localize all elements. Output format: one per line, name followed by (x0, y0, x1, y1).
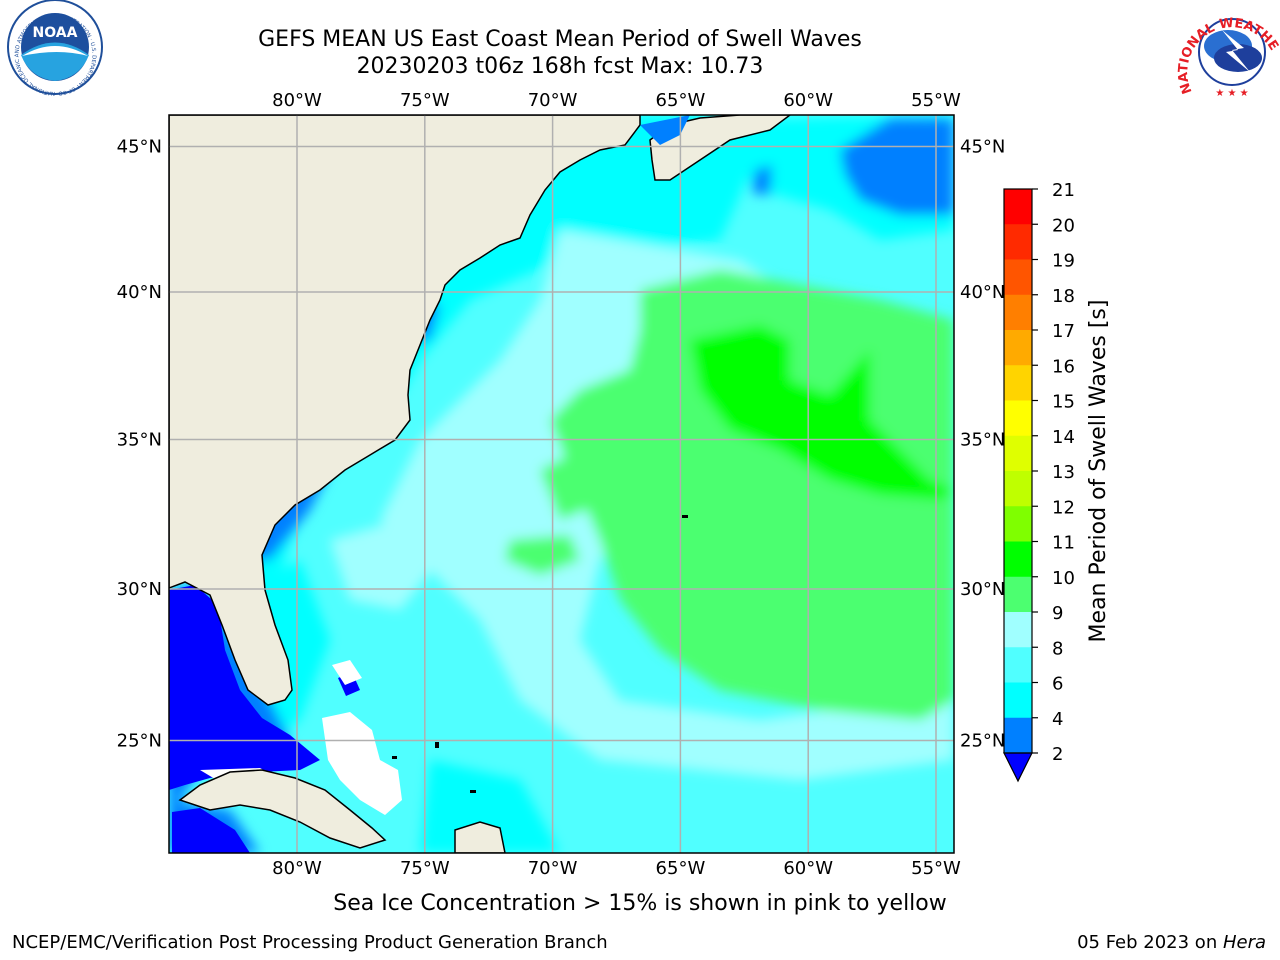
colorbar-tick-label: 18 (1052, 286, 1075, 307)
lon-label-top: 60°W (783, 90, 833, 111)
map-frame (168, 114, 955, 854)
colorbar-swatch (1004, 259, 1032, 296)
lon-label-top: 75°W (400, 90, 450, 111)
noaa-logo-text: NOAA (33, 25, 78, 41)
title-line2: 20230203 t06z 168h fcst Max: 10.73 (356, 54, 764, 79)
lat-label-left: 25°N (117, 731, 162, 752)
colorbar-swatch (1004, 294, 1032, 331)
colorbar-tick-label: 14 (1052, 427, 1075, 448)
lat-label-left: 40°N (117, 282, 162, 303)
colorbar-tick-label: 12 (1052, 497, 1075, 518)
nws-ring-text: NATIONAL WEATHER SERVICE (0, 0, 1280, 96)
lon-label-bottom: 75°W (400, 858, 450, 879)
gridlines (169, 115, 954, 853)
lat-label-left: 35°N (117, 430, 162, 451)
colorbar-swatch (1004, 576, 1032, 613)
credit-text: NCEP/EMC/Verification Post Processing Pr… (12, 932, 608, 953)
colorbar-tick-label: 15 (1052, 392, 1075, 413)
colorbar-tick-label: 9 (1052, 603, 1063, 624)
lon-label-bottom: 65°W (656, 858, 706, 879)
sea-ice-note: Sea Ice Concentration > 15% is shown in … (333, 891, 947, 916)
colorbar-swatch (1004, 224, 1032, 260)
bahamas-banks (322, 712, 402, 815)
colorbar-swatch (1004, 400, 1032, 437)
lat-label-left: 45°N (117, 137, 162, 158)
date-text: 05 Feb 2023 on (1077, 932, 1223, 953)
lon-label-bottom: 80°W (272, 858, 322, 879)
colorbar-swatch (1004, 471, 1032, 507)
noaa-logo: NOAA NATIONAL OCEANIC AND ATMOSPHERIC AD… (0, 0, 103, 96)
land-hispaniola (454, 821, 506, 853)
colorbar-swatch (1004, 541, 1032, 578)
colorbar-swatch (1004, 189, 1032, 225)
svg-text:★ ★ ★: ★ ★ ★ (1215, 88, 1248, 99)
colorbar-swatch (1004, 612, 1032, 648)
colorbar-swatch (1004, 330, 1032, 366)
colorbar-swatch (1004, 647, 1032, 683)
colorbar-tick-label: 6 (1052, 674, 1063, 695)
colorbar-swatch (1004, 506, 1032, 542)
title-line1: GEFS MEAN US East Coast Mean Period of S… (258, 27, 862, 52)
lat-label-right: 25°N (960, 731, 1005, 752)
colorbar-swatch (1004, 682, 1032, 719)
lon-label-top: 70°W (528, 90, 578, 111)
colorbar-tick-label: 19 (1052, 251, 1075, 272)
colorbar-swatch (1004, 435, 1032, 472)
colorbar-tick-label: 2 (1052, 744, 1063, 765)
lon-label-top: 65°W (656, 90, 706, 111)
colorbar: 21 20 19 18 17 16 15 14 13 12 11 10 9 8 6 4 2 (1003, 180, 1075, 783)
colorbar-tick-label: 8 (1052, 638, 1063, 659)
lat-label-right: 45°N (960, 137, 1005, 158)
map-area (169, 115, 954, 853)
land-cuba (178, 769, 387, 849)
lon-label-bottom: 55°W (911, 858, 961, 879)
lat-label-right: 40°N (960, 282, 1005, 303)
machine-name: Hera (1222, 932, 1266, 953)
colorbar-tick-label: 16 (1052, 356, 1075, 377)
lon-label-top: 80°W (272, 90, 322, 111)
svg-text:NATIONAL WEATHER SERVICE: NATIONAL WEATHER SERVICE (0, 0, 1280, 96)
lon-label-top: 55°W (911, 90, 961, 111)
colorbar-tick-label: 4 (1052, 709, 1063, 730)
colorbar-label: Mean Period of Swell Waves [s] (1086, 300, 1111, 643)
colorbar-swatch (1004, 365, 1032, 401)
colorbar-under-arrow (1003, 752, 1033, 783)
lat-label-left: 30°N (117, 579, 162, 600)
colorbar-tick-label: 13 (1052, 462, 1075, 483)
lat-label-right: 35°N (960, 430, 1005, 451)
date-stamp: 05 Feb 2023 on Hera (1077, 932, 1266, 953)
colorbar-tick-label: 11 (1052, 533, 1075, 554)
colorbar-tick-label: 20 (1052, 215, 1075, 236)
colorbar-tick-label: 21 (1052, 180, 1075, 201)
lat-label-right: 30°N (960, 579, 1005, 600)
colorbar-tick-label: 10 (1052, 568, 1075, 589)
land-nova-scotia (649, 115, 792, 181)
lon-label-bottom: 70°W (528, 858, 578, 879)
axis-labels: 80°W 80°W 75°W 75°W 70°W 70°W 65°W 65°W 60°W 60°W… (117, 90, 1006, 879)
colorbar-tick-label: 17 (1052, 321, 1075, 342)
nws-logo: NATIONAL WEATHER SERVICE ★ ★ ★ (0, 0, 1280, 99)
gulf-low-period (169, 585, 320, 790)
colorbar-swatch (1004, 717, 1032, 754)
lon-label-bottom: 60°W (783, 858, 833, 879)
